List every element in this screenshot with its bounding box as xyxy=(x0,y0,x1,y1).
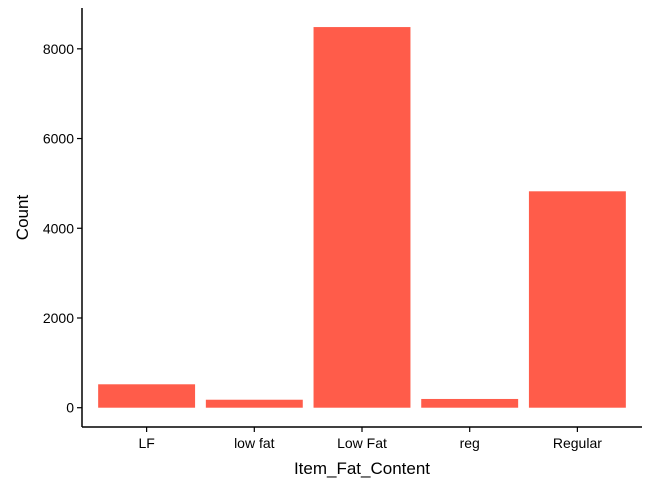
bar-low-fat xyxy=(313,27,411,408)
bars-group xyxy=(98,27,626,408)
y-ticks-group: 0 2000 4000 6000 8000 xyxy=(43,41,82,416)
y-tick-label: 0 xyxy=(66,400,74,416)
x-tick-label: low fat xyxy=(234,435,275,451)
x-tick-label: Regular xyxy=(553,435,602,451)
x-tick-label: Low Fat xyxy=(337,435,387,451)
y-tick-label: 6000 xyxy=(43,131,74,147)
y-tick-label: 8000 xyxy=(43,41,74,57)
bar-lf xyxy=(98,384,196,408)
x-tick-label: reg xyxy=(460,435,480,451)
bar-low-fat xyxy=(205,399,303,408)
y-tick-label: 2000 xyxy=(43,310,74,326)
x-tick-label: LF xyxy=(138,435,154,451)
bar-regular xyxy=(528,191,626,408)
x-ticks-group: LF low fat Low Fat reg Regular xyxy=(138,427,602,451)
bar-reg xyxy=(421,398,519,408)
y-axis-title: Count xyxy=(13,195,32,241)
x-axis-title: Item_Fat_Content xyxy=(294,459,430,478)
y-tick-label: 4000 xyxy=(43,220,74,236)
